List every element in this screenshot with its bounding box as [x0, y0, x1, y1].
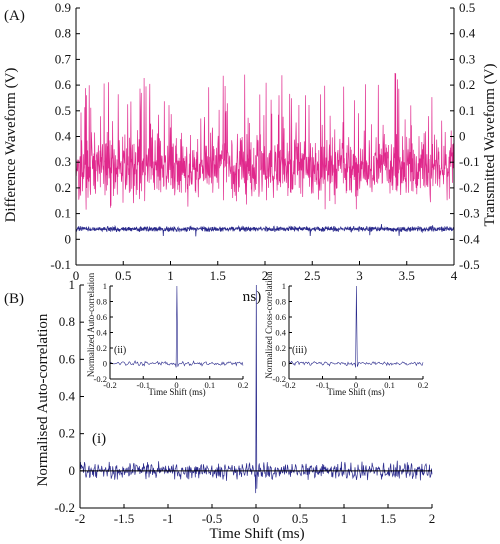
inset-iii-x-tick-label: -0.1	[316, 380, 329, 390]
inset-iii-y-tick-label: 0.2	[275, 343, 286, 353]
panel-a-yl-tick-label: 0.9	[55, 0, 71, 15]
panel-a-ylabel-right: Transmitted Waveform (V)	[482, 64, 498, 227]
inset-ii-tag: (ii)	[114, 345, 126, 356]
panel-a-x-tick-label: 2	[262, 268, 269, 283]
panel-b-x-tick-label: 0.5	[292, 511, 308, 526]
panel-a-yr-tick-label: 0.5	[459, 0, 475, 15]
panel-a-ylabel-left: Difference Waveform (V)	[3, 68, 19, 223]
inset-ii-y-tick-label: 0.4	[96, 328, 107, 338]
panel-a-yr-tick-label: -0.3	[459, 206, 480, 221]
panel-a-series-transmitted	[75, 72, 455, 210]
inset-ii-y-tick-label: 0.6	[96, 312, 107, 322]
panel-b-xlabel: Time Shift (ms)	[209, 526, 304, 542]
panel-a-yl-tick-label: 0	[65, 231, 72, 246]
inset-ii-x-tick-label: -0.2	[103, 380, 116, 390]
panel-a-yl-tick-label: -0.1	[50, 257, 71, 272]
inset-ii-y-tick-label: -0.2	[94, 374, 107, 384]
inset-iii-y-tick-label: 1	[282, 281, 286, 291]
inset-ii: -0.2 -0.1 0 0.1 0.2 -0.2 0 0.2 0.4 0.6 0.8 1 (ii) T…	[86, 272, 248, 397]
panel-b-y-tick-label: 1	[69, 277, 76, 292]
inset-iii-xlabel: Time Shift (ms)	[327, 387, 384, 397]
inset-iii-y-tick-label: 0.6	[275, 312, 286, 322]
panel-b-x-tick-label: -2	[75, 511, 86, 526]
panel-a-yl-tick-label: 0.3	[55, 154, 71, 169]
panel-a-yr-tick-label: -0.1	[459, 154, 480, 169]
panel-b-x-tick-label: -0.5	[202, 511, 223, 526]
panel-b: (B) -2 -1.5 -1 -0.5 0 0.5 1 1.5 2 -0.2 0 0.2 0.4 0.6 0…	[4, 277, 435, 542]
inset-iii-y-tick-label: 0.8	[275, 297, 286, 307]
panel-a-yl-tick-label: 0.2	[55, 180, 71, 195]
inset-ii-series	[109, 285, 244, 368]
panel-a-yl-tick-label: 0.6	[55, 77, 72, 92]
panel-a-x-tick-label: 3.5	[399, 268, 415, 283]
panel-a-yr-tick-label: -0.5	[459, 257, 480, 272]
inset-iii-y-tick-label: -0.2	[273, 374, 286, 384]
inset-ii-y-tick-label: 0	[103, 359, 107, 369]
panel-b-ylabel: Normalised Auto-correlation	[35, 313, 51, 486]
panel-a-label: (A)	[4, 8, 25, 24]
inset-ii-y-tick-label: 0.2	[96, 343, 107, 353]
inset-iii-y-tick-label: 0	[282, 359, 286, 369]
inset-iii-y-tick-label: 0.4	[275, 328, 286, 338]
panel-a-x-tick-label: 1	[167, 268, 174, 283]
inset-ii-x-tick-label: 0.1	[204, 380, 215, 390]
panel-a-yr-tick-label: 0.1	[459, 103, 475, 118]
panel-a-x-tick-label: 3	[356, 268, 363, 283]
panel-b-x-tick-label: 2	[429, 511, 436, 526]
panel-a-yr-tick-label: 0.3	[459, 51, 475, 66]
panel-a-x-tick-label: 2.5	[304, 268, 320, 283]
panel-b-y-tick-label: 0.8	[59, 314, 75, 329]
inset-ii-x-tick-label: -0.1	[137, 380, 150, 390]
panel-a-yr-tick-label: 0	[459, 129, 466, 144]
inset-iii-ylabel: Normalized Cross-correlation	[264, 271, 274, 379]
inset-ii-x-tick-label: 0.2	[238, 380, 249, 390]
panel-b-x-tick-label: 0	[253, 511, 260, 526]
panel-b-y-tick-label: -0.2	[54, 500, 75, 515]
panel-b-tag: (i)	[92, 431, 106, 447]
inset-iii-x-tick-label: -0.2	[282, 380, 295, 390]
panel-a-yl-tick-label: 0.7	[55, 51, 72, 66]
panel-a-yl-tick-label: 0.4	[55, 129, 72, 144]
panel-a-x-tick-label: 4	[451, 268, 458, 283]
panel-a-x-tick-label: 0	[73, 268, 80, 283]
inset-iii-x-tick-label: 0.1	[384, 380, 395, 390]
panel-b-x-tick-label: -1	[163, 511, 174, 526]
inset-iii: -0.2 -0.1 0 0.1 0.2-0.200.20.40.60.81 (iii) …	[264, 271, 428, 397]
inset-iii-series	[288, 285, 424, 368]
panel-b-x-tick-label: -1.5	[114, 511, 135, 526]
panel-a-yl-tick-label: 0.5	[55, 103, 71, 118]
inset-ii-y-tick-label: 0.8	[96, 297, 107, 307]
panel-b-x-tick-label: 1.5	[380, 511, 396, 526]
inset-ii-y-tick-label: 1	[103, 281, 107, 291]
panel-a-yl-tick-label: 0.1	[55, 206, 71, 221]
inset-ii-x-tick-label: 0	[174, 380, 178, 390]
panel-b-x-tick-label: 1	[341, 511, 348, 526]
panel-a-yl-tick-label: 0.8	[55, 26, 71, 41]
panel-b-y-tick-label: 0.4	[59, 389, 76, 404]
inset-ii-xlabel: Time Shift (ms)	[148, 387, 205, 397]
inset-iii-x-tick-label: 0.2	[418, 380, 429, 390]
panel-b-series	[79, 284, 433, 494]
panel-a-series-difference	[75, 224, 455, 237]
panel-a-x-tick-label: 1.5	[210, 268, 226, 283]
inset-iii-tag: (iii)	[292, 345, 307, 356]
panel-b-y-tick-label: 0	[69, 463, 76, 478]
panel-b-y-tick-label: 0.6	[59, 351, 76, 366]
panel-a: (A) 0 0.5 1 1.5 2 2.5 3 3.5 4-0.100.10.20.30.40.…	[3, 0, 498, 305]
panel-a-x-tick-label: 0.5	[115, 268, 131, 283]
panel-a-yr-tick-label: -0.4	[459, 231, 480, 246]
panel-a-yr-tick-label: 0.2	[459, 77, 475, 92]
panel-b-label: (B)	[4, 291, 24, 307]
inset-iii-x-tick-label: 0	[354, 380, 358, 390]
inset-ii-ylabel: Normalized Auto-correlation	[86, 272, 96, 377]
panel-a-yr-tick-label: -0.2	[459, 180, 480, 195]
panel-a-yr-tick-label: 0.4	[459, 26, 476, 41]
panel-b-y-tick-label: 0.2	[59, 426, 75, 441]
